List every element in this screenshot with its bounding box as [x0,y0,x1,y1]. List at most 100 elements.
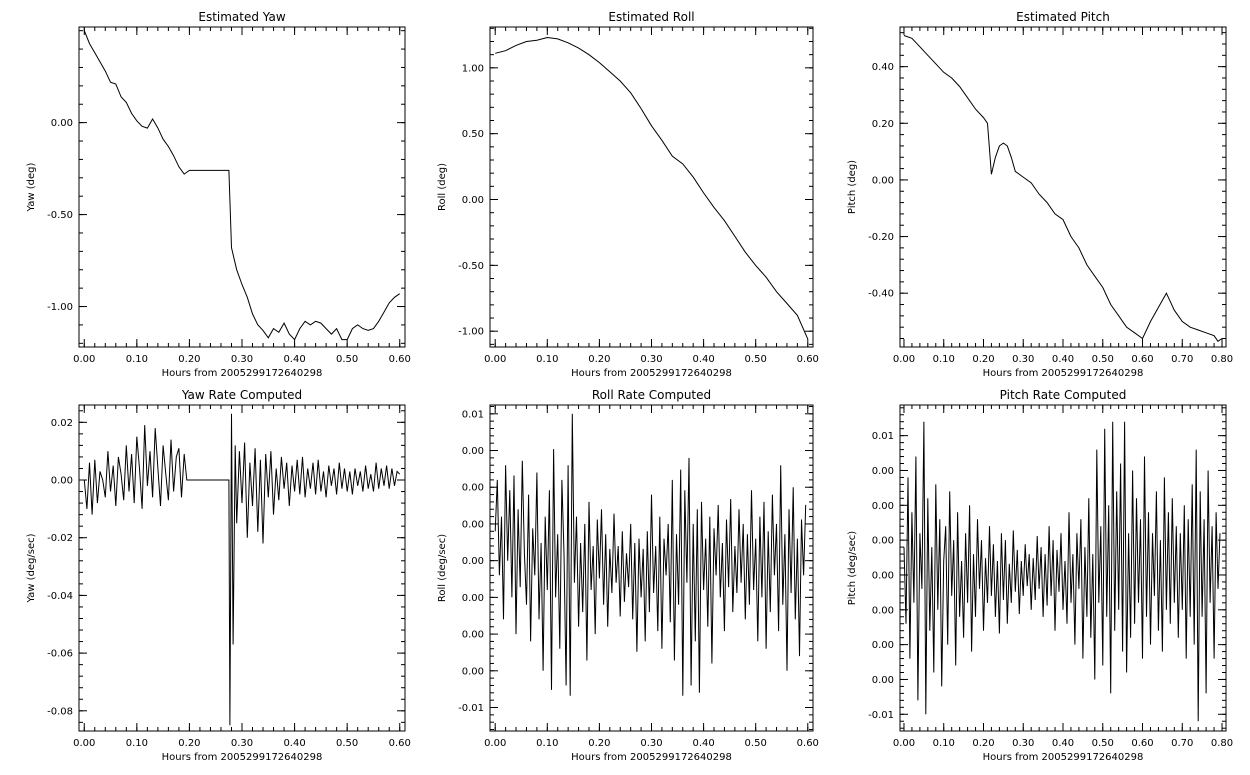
x-tick-label: 0.20 [972,738,994,749]
y-tick-label: -0.01 [458,703,484,714]
x-tick-label: 0.50 [745,354,767,365]
series-line [495,36,809,340]
plot-frame [899,26,1227,348]
x-tick-label: 0.30 [231,738,253,749]
y-tick-label: 0.00 [462,593,484,604]
x-tick-label: 0.40 [283,354,305,365]
y-tick-label: 0.00 [462,666,484,677]
x-tick-label: 0.20 [588,738,610,749]
series-line [903,421,1221,722]
series-line [83,30,400,341]
x-tick-label: 0.40 [1052,354,1074,365]
x-axis-label: Hours from 2005299172640298 [571,368,732,379]
x-tick-label: 0.10 [536,738,558,749]
x-tick-label: 0.50 [1092,354,1114,365]
chart-title: Estimated Yaw [198,10,285,24]
chart-title: Estimated Pitch [1016,10,1110,24]
x-tick-label: 0.20 [178,738,200,749]
chart-title: Yaw Rate Computed [181,388,302,402]
y-tick-label: -0.02 [47,533,73,544]
y-tick-label: -0.04 [47,591,73,602]
y-tick-label: 0.20 [872,119,894,130]
x-tick-label: 0.30 [231,354,253,365]
y-tick-label: 0.00 [872,466,894,477]
x-tick-label: 0.30 [1012,354,1034,365]
x-tick-label: 0.10 [126,738,148,749]
series-line [83,413,401,726]
x-tick-label: 0.00 [484,738,506,749]
y-tick-label: 0.40 [872,62,894,73]
x-tick-label: 0.30 [640,354,662,365]
x-tick-label: 0.70 [1171,354,1193,365]
x-tick-label: 0.30 [640,738,662,749]
y-tick-label: 0.00 [872,570,894,581]
x-tick-label: 0.80 [1211,738,1233,749]
chart-title: Pitch Rate Computed [1000,388,1127,402]
x-axis-label: Hours from 2005299172640298 [983,752,1144,763]
y-tick-label: 0.00 [872,640,894,651]
y-tick-label: 0.00 [872,536,894,547]
y-tick-label: -0.50 [47,210,73,221]
x-axis-label: Hours from 2005299172640298 [162,752,323,763]
x-tick-label: 0.10 [933,738,955,749]
x-tick-label: 0.10 [536,354,558,365]
y-tick-label: -0.20 [868,232,894,243]
x-tick-label: 0.00 [73,738,95,749]
x-axis-label: Hours from 2005299172640298 [571,752,732,763]
y-axis-label: Yaw (deg) [26,162,37,212]
y-tick-label: 0.00 [462,483,484,494]
x-tick-label: 0.60 [1131,354,1153,365]
y-tick-label: -0.40 [868,289,894,300]
x-tick-label: 0.60 [1131,738,1153,749]
chart-panel-1: Estimated Yaw Hours from 2005299172640298… [26,10,411,379]
series-line [903,35,1223,342]
y-tick-label: -0.50 [458,261,484,272]
plot-frame [78,26,406,348]
x-tick-label: 0.00 [484,354,506,365]
y-tick-label: 0.50 [462,129,484,140]
plot-frame [489,26,814,348]
y-tick-label: -1.00 [47,302,73,313]
series-line [494,413,807,696]
x-tick-label: 0.00 [893,354,915,365]
y-tick-label: 0.00 [51,118,73,129]
x-tick-label: 0.20 [588,354,610,365]
x-tick-label: 0.60 [389,354,411,365]
x-tick-label: 0.60 [389,738,411,749]
x-tick-label: 0.20 [972,354,994,365]
x-axis-label: Hours from 2005299172640298 [983,368,1144,379]
chart-panel-2: Estimated Roll Hours from 200529917264029… [437,10,819,379]
y-axis-label: Pitch (deg) [847,160,858,214]
y-tick-label: 0.00 [872,675,894,686]
y-tick-label: 0.02 [51,418,73,429]
x-tick-label: 0.00 [893,738,915,749]
y-axis-label: Yaw (deg/sec) [26,533,37,603]
y-axis-label: Roll (deg/sec) [437,534,448,602]
x-tick-label: 0.80 [1211,354,1233,365]
y-tick-label: -0.06 [47,649,73,660]
y-tick-label: -1.00 [458,327,484,338]
y-tick-label: 0.00 [872,605,894,616]
y-tick-label: -0.08 [47,706,73,717]
y-tick-label: 0.00 [872,175,894,186]
y-tick-label: 0.01 [872,431,894,442]
x-tick-label: 0.40 [692,354,714,365]
y-tick-label: 0.01 [462,409,484,420]
y-tick-label: -0.01 [868,710,894,721]
chart-panel-6: Pitch Rate Computed Hours from 2005299172… [847,388,1233,763]
chart-panel-4: Yaw Rate Computed Hours from 200529917264… [26,388,411,763]
x-tick-label: 0.10 [933,354,955,365]
x-tick-label: 0.50 [336,354,358,365]
chart-title: Roll Rate Computed [592,388,711,402]
x-tick-label: 0.40 [1052,738,1074,749]
y-tick-label: 0.00 [462,556,484,567]
chart-panel-3: Estimated Pitch Hours from 20052991726402… [847,10,1233,379]
x-tick-label: 0.20 [178,354,200,365]
x-tick-label: 0.10 [126,354,148,365]
x-tick-label: 0.40 [692,738,714,749]
y-tick-label: 0.00 [872,501,894,512]
y-tick-label: 1.00 [462,63,484,74]
x-tick-label: 0.00 [73,354,95,365]
x-tick-label: 0.50 [745,738,767,749]
